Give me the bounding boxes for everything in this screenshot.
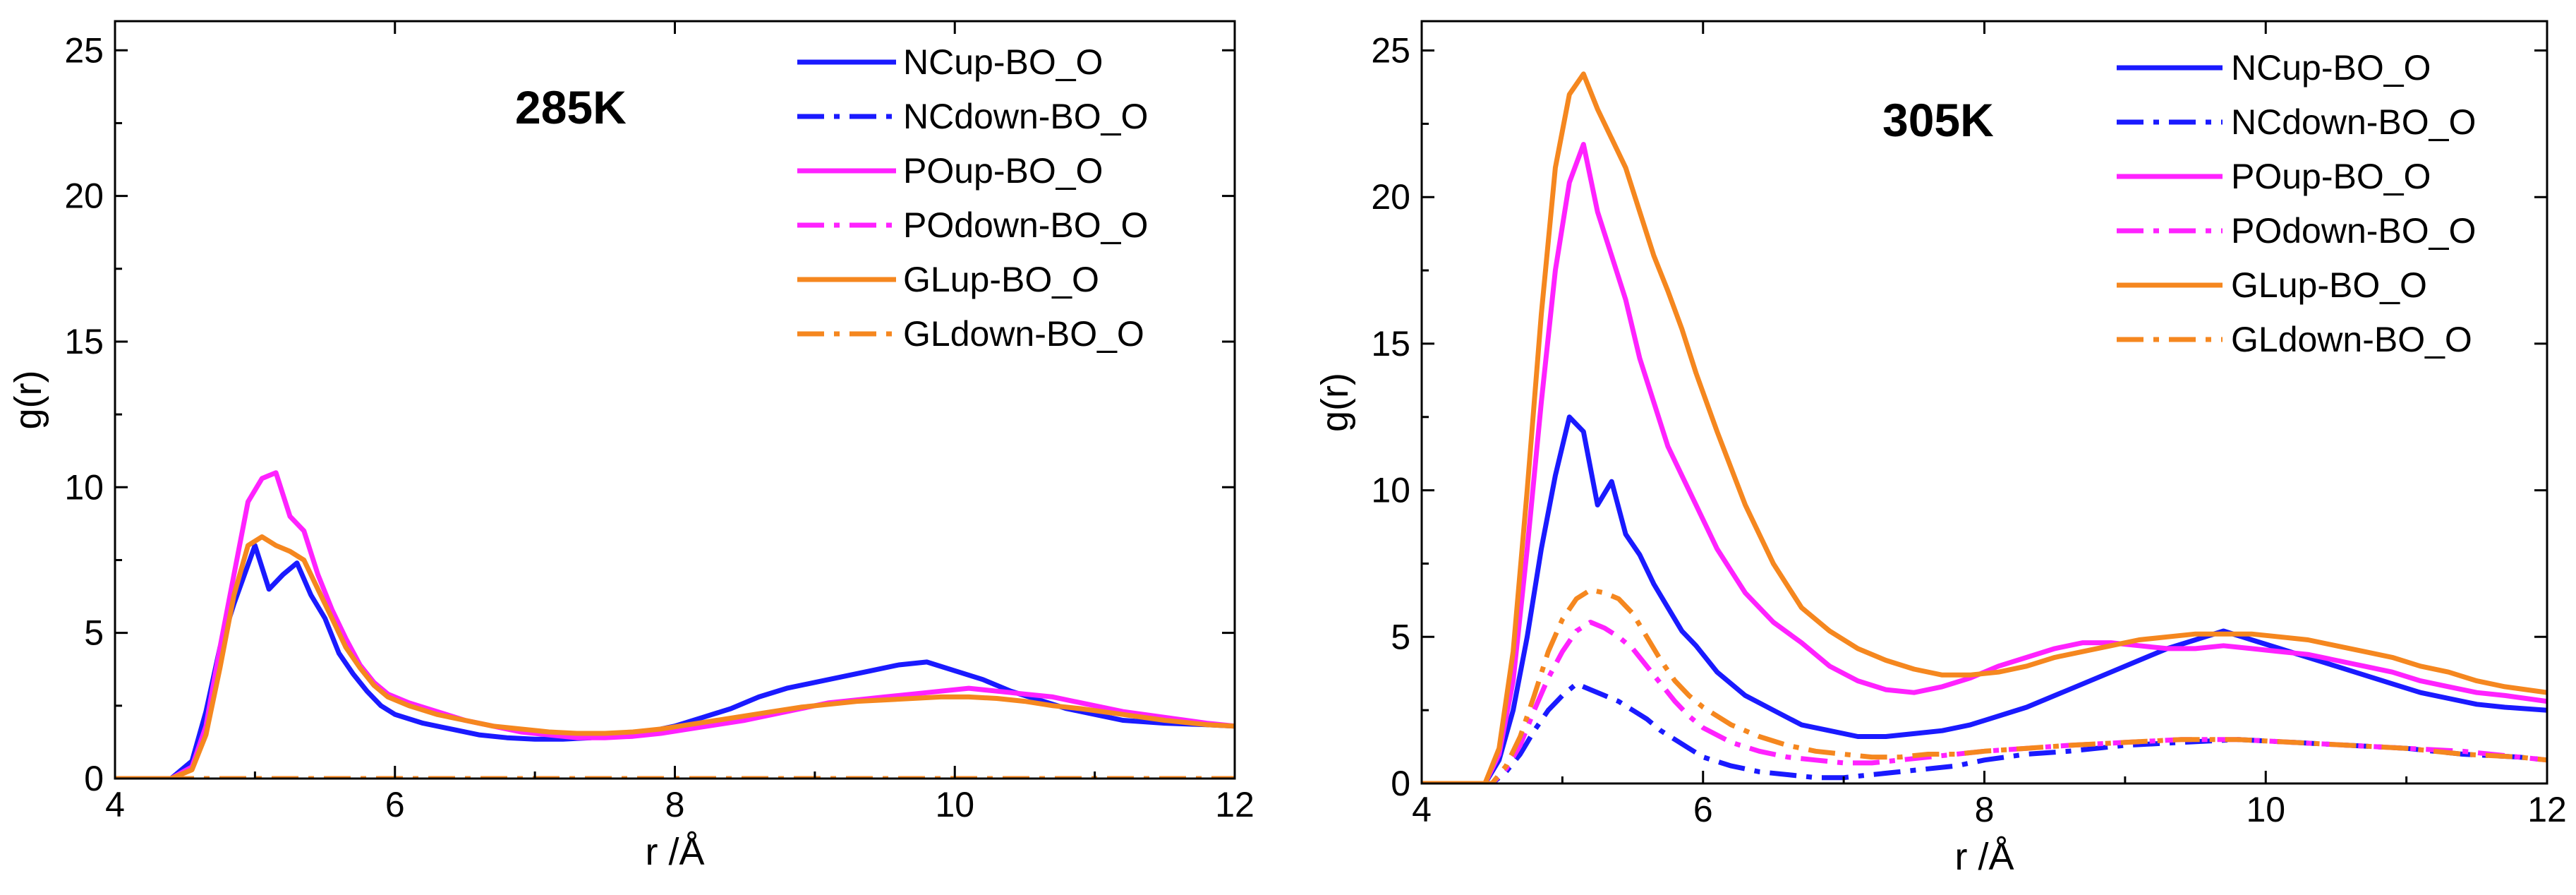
x-tick-label: 10 [935, 785, 974, 824]
x-tick-label: 4 [1412, 790, 1432, 829]
legend-label: NCup-BO_O [903, 42, 1103, 82]
series-line-NCup-BO_O [115, 543, 1235, 779]
series-line-POup-BO_O [1422, 142, 2547, 783]
series-line-NCdown-BO_O [1422, 681, 2547, 783]
legend-label: NCdown-BO_O [903, 97, 1148, 136]
x-tick-label: 4 [105, 785, 125, 824]
x-tick-label: 8 [1975, 790, 1995, 829]
x-axis-label: r /Å [645, 831, 704, 873]
y-tick-label: 25 [64, 30, 104, 70]
x-tick-label: 12 [2527, 790, 2567, 829]
legend-label: POup-BO_O [2231, 157, 2431, 196]
legend-label: NCdown-BO_O [2231, 102, 2476, 142]
series-line-POup-BO_O [115, 470, 1235, 779]
series-line-GLup-BO_O [1422, 71, 2547, 783]
y-tick-label: 15 [64, 322, 104, 361]
series-line-GLdown-BO_O [1422, 587, 2547, 783]
x-tick-label: 6 [385, 785, 405, 824]
legend-label: GLdown-BO_O [2231, 320, 2472, 359]
legend-label: NCup-BO_O [2231, 48, 2431, 88]
panel-title: 305K [1882, 94, 1994, 146]
y-tick-label: 20 [1371, 177, 1410, 217]
y-axis-label: g(r) [7, 371, 49, 430]
legend-label: GLup-BO_O [903, 260, 1099, 299]
x-tick-label: 12 [1215, 785, 1254, 824]
y-tick-label: 0 [84, 759, 104, 798]
series-line-NCup-BO_O [1422, 414, 2547, 783]
y-tick-label: 20 [64, 176, 104, 216]
legend-label: POdown-BO_O [2231, 211, 2476, 251]
x-axis-label: r /Å [1954, 836, 2014, 878]
y-tick-label: 0 [1391, 764, 1410, 803]
legend: NCup-BO_O NCdown-BO_O POup-BO_O POdown-BO_O… [797, 42, 1148, 354]
x-tick-label: 6 [1693, 790, 1713, 829]
panel-title: 285K [515, 81, 627, 133]
y-tick-label: 10 [64, 467, 104, 507]
y-tick-label: 5 [84, 613, 104, 653]
x-tick-label: 8 [665, 785, 685, 824]
series-line-GLup-BO_O [115, 534, 1235, 779]
legend: NCup-BO_O NCdown-BO_O POup-BO_O POdown-BO_O… [2117, 48, 2476, 359]
series-group [1422, 71, 2547, 783]
y-axis-label: g(r) [1314, 373, 1356, 432]
y-tick-label: 5 [1391, 617, 1410, 656]
legend-label: GLdown-BO_O [903, 314, 1144, 354]
legend-label: GLup-BO_O [2231, 265, 2427, 305]
y-tick-label: 25 [1371, 31, 1410, 71]
y-tick-label: 10 [1371, 471, 1410, 510]
legend-label: POdown-BO_O [903, 205, 1148, 245]
y-tick-label: 15 [1371, 324, 1410, 364]
legend-label: POup-BO_O [903, 151, 1103, 191]
series-group [115, 470, 1235, 779]
x-tick-label: 10 [2246, 790, 2285, 829]
